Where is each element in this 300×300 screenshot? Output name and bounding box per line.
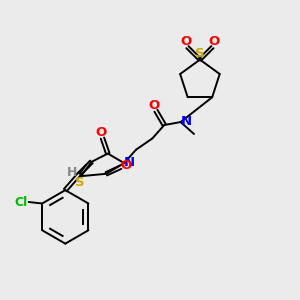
Text: Cl: Cl bbox=[15, 196, 28, 208]
Text: N: N bbox=[124, 156, 135, 169]
Text: O: O bbox=[149, 99, 160, 112]
Text: O: O bbox=[208, 35, 219, 48]
Text: O: O bbox=[120, 159, 131, 172]
Text: N: N bbox=[180, 115, 191, 128]
Text: S: S bbox=[75, 176, 84, 189]
Text: H: H bbox=[67, 167, 77, 179]
Text: S: S bbox=[195, 46, 205, 60]
Text: O: O bbox=[181, 35, 192, 48]
Text: O: O bbox=[95, 126, 106, 139]
